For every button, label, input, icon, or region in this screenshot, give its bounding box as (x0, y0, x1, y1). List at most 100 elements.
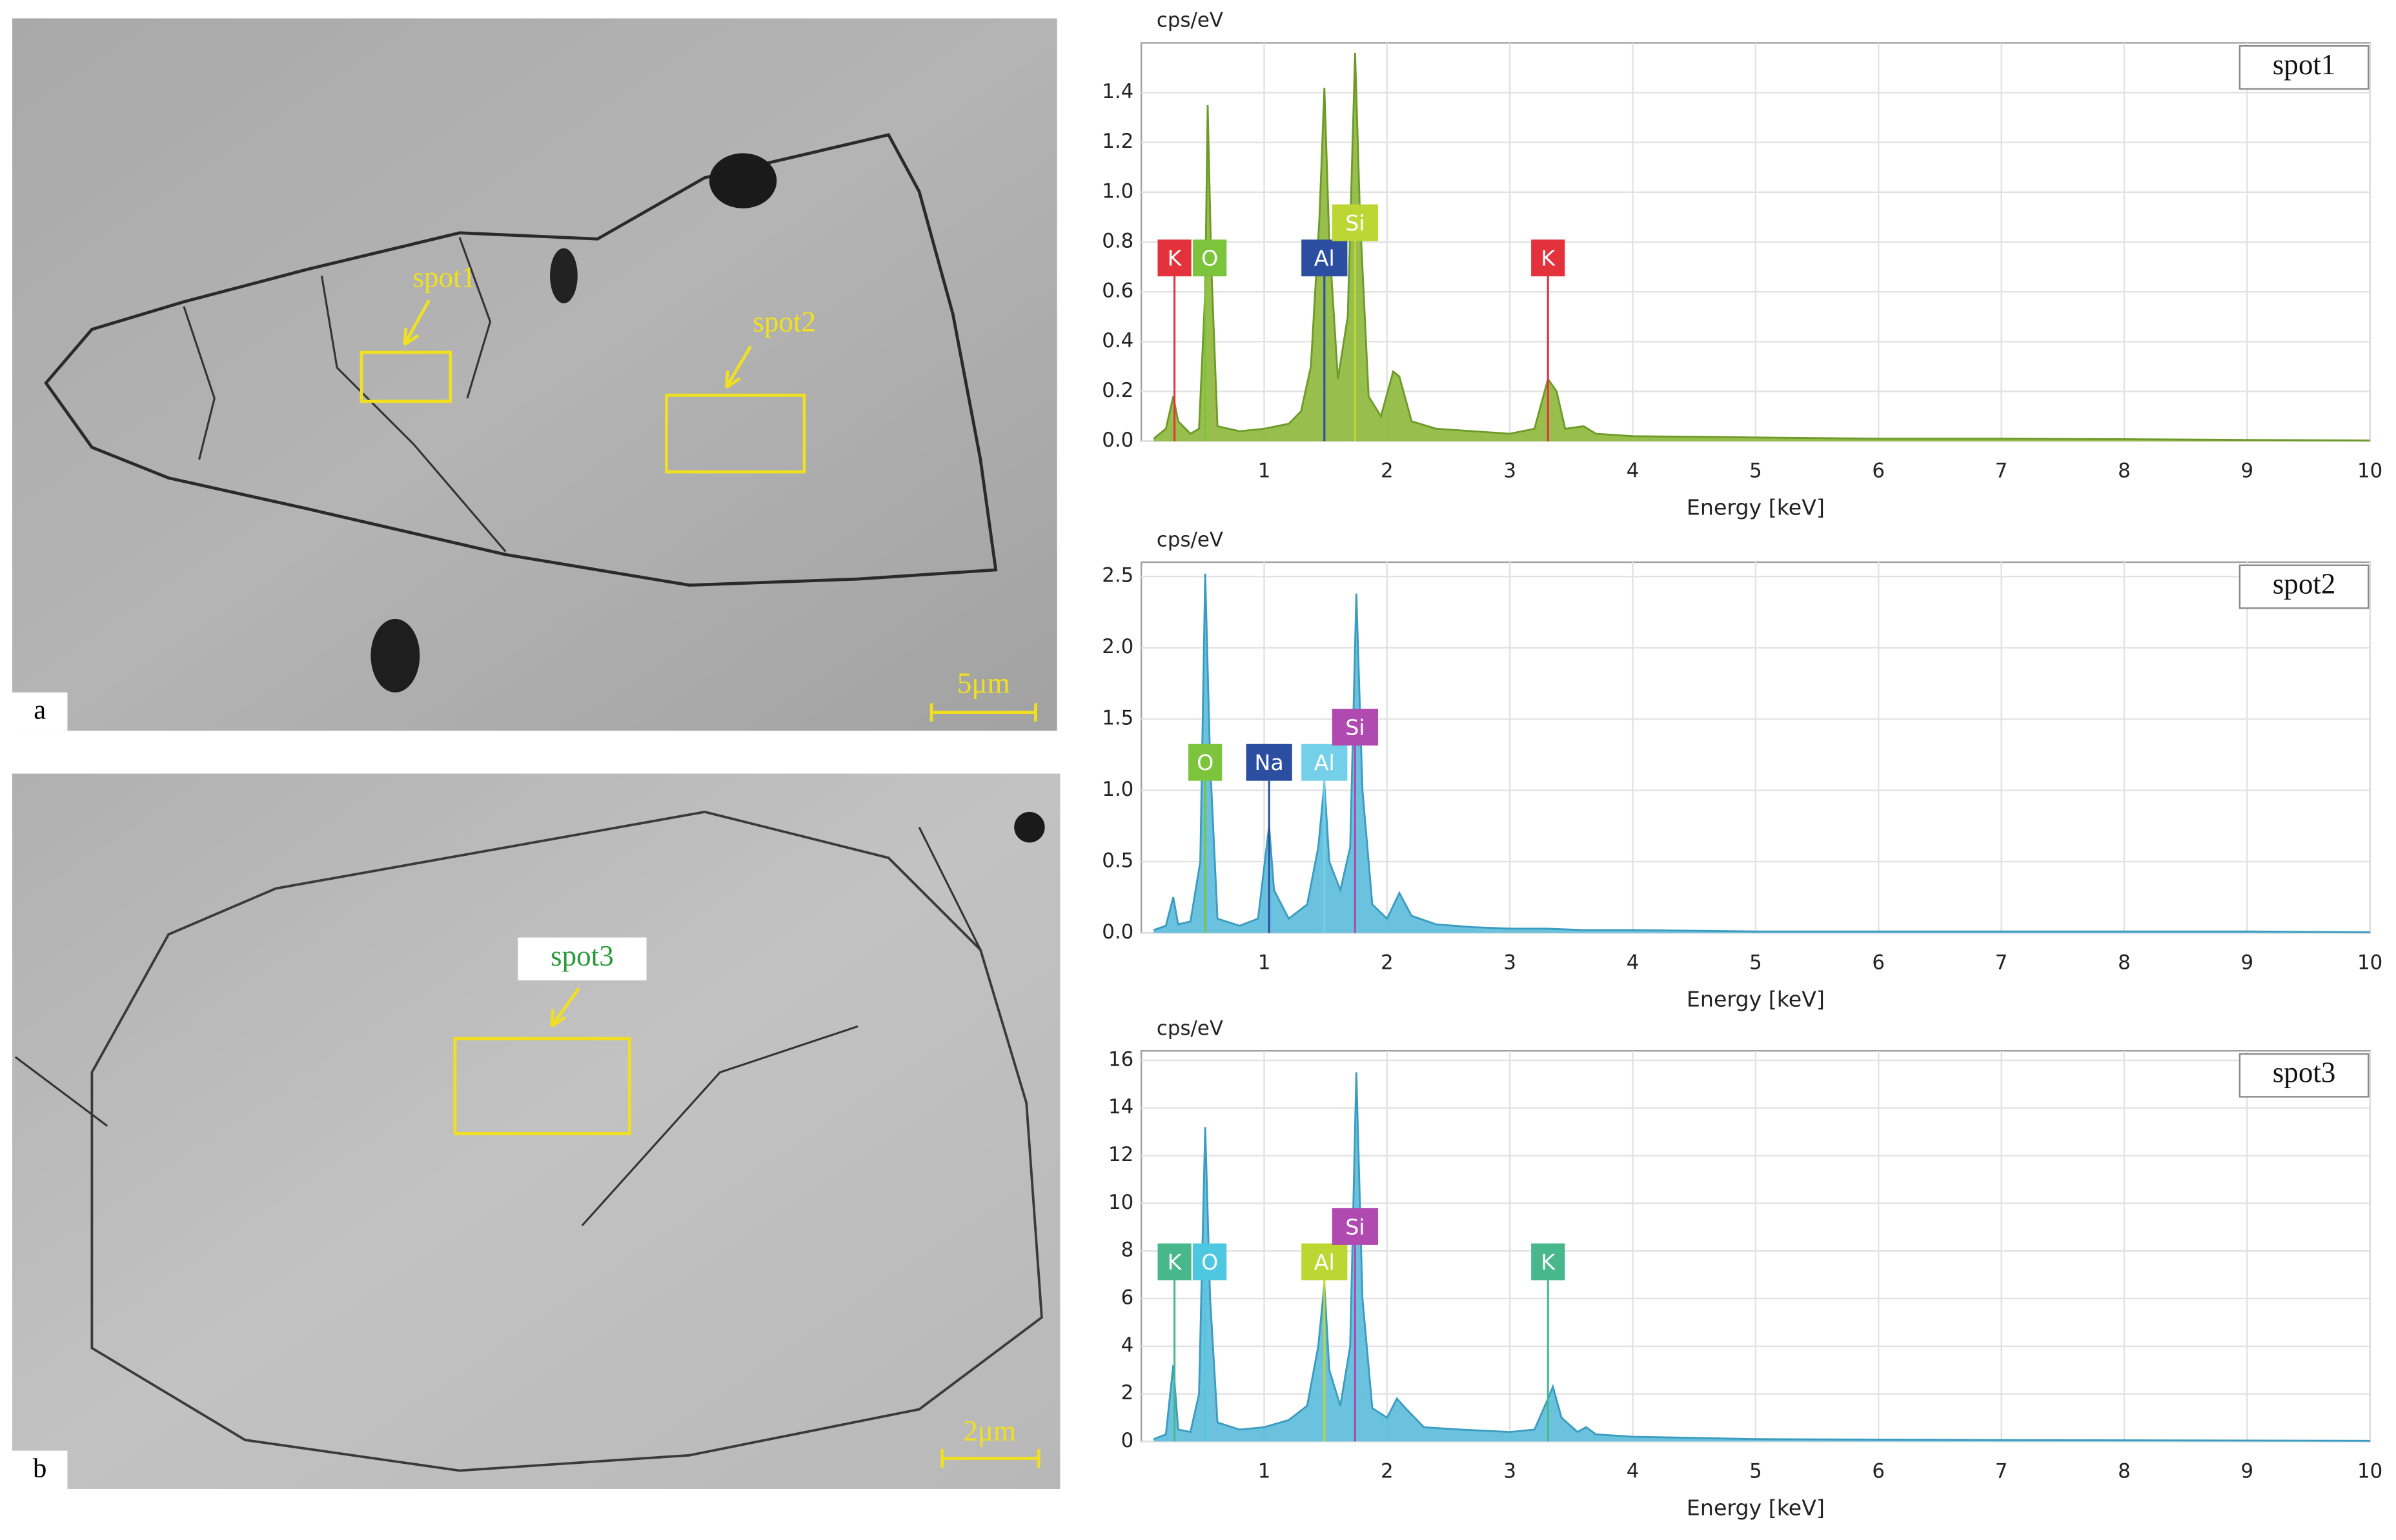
panel-label-box (12, 692, 68, 731)
x-tick-label: 6 (1872, 460, 1885, 483)
x-tick-label: 8 (2118, 460, 2131, 483)
panel-label: a (34, 694, 46, 725)
y-tick-label: 0 (1121, 1429, 1134, 1452)
peak-label-box (1332, 204, 1378, 241)
legend-label: spot2 (2273, 567, 2336, 600)
crack (183, 237, 507, 552)
y-tick-label: 1.5 (1102, 707, 1133, 730)
legend-box (2239, 1053, 2370, 1098)
x-tick-label: 6 (1872, 951, 1885, 974)
legend-box (2239, 564, 2370, 609)
x-tick-label: 6 (1872, 1459, 1885, 1483)
x-axis-label: Energy [keV] (1687, 494, 1825, 520)
y-tick-label: 1.0 (1102, 179, 1133, 203)
spot-box (360, 350, 452, 403)
x-tick-label: 4 (1627, 460, 1640, 483)
x-tick-label: 8 (2118, 1459, 2131, 1483)
x-tick-label: 5 (1749, 1459, 1762, 1483)
grain-boundary (44, 133, 998, 587)
peak-label-box (1301, 1243, 1348, 1281)
arrow (550, 987, 581, 1028)
peak-label: K (1541, 246, 1556, 271)
legend-label: spot3 (2273, 1056, 2336, 1088)
peak-label: O (1201, 246, 1218, 271)
x-tick-label: 8 (2118, 951, 2131, 974)
y-tick-label: 1.4 (1102, 80, 1133, 103)
x-tick-label: 3 (1503, 460, 1516, 483)
sem-image-b: spot3 2μm b (12, 773, 1061, 1489)
peak-label-box (1301, 239, 1348, 277)
x-tick-label: 3 (1503, 1459, 1516, 1483)
scale-bar-label: 5μm (957, 667, 1010, 700)
scale-bar (929, 703, 1037, 722)
y-tick-label: 16 (1108, 1048, 1133, 1071)
peak-label-box (1531, 1243, 1565, 1281)
peak-label-box (1188, 744, 1223, 781)
y-tick-label: 2.0 (1102, 635, 1133, 658)
y-tick-label: 0.0 (1102, 429, 1133, 452)
y-tick-label: 14 (1108, 1095, 1133, 1119)
y-tick-label: 12 (1108, 1143, 1133, 1166)
legend-box (2239, 45, 2370, 90)
x-tick-label: 7 (1995, 951, 2008, 974)
peak-label: Al (1314, 1250, 1335, 1275)
peak-label: O (1197, 750, 1213, 775)
peak-label: Si (1345, 714, 1365, 740)
peak-label: Na (1255, 750, 1284, 775)
y-tick-label: 6 (1121, 1286, 1134, 1309)
x-tick-label: 10 (2357, 460, 2382, 483)
peak-label: Si (1345, 210, 1365, 236)
peak-label: Al (1314, 750, 1335, 775)
x-tick-label: 1 (1258, 1459, 1271, 1483)
y-axis-label: cps/eV (1157, 9, 1223, 32)
spot-label: spot1 (412, 261, 476, 294)
spectrum-line (1153, 1072, 2370, 1442)
x-tick-label: 1 (1258, 951, 1271, 974)
x-tick-label: 9 (2240, 460, 2253, 483)
legend-label: spot1 (2273, 48, 2336, 81)
peak-label-box (1193, 239, 1227, 277)
pore (371, 618, 420, 693)
y-axis-label: cps/eV (1157, 528, 1223, 551)
x-tick-label: 7 (1995, 460, 2008, 483)
arrow (403, 299, 431, 346)
peak-label: K (1168, 246, 1183, 271)
peak-label-box (1332, 709, 1378, 746)
x-tick-label: 5 (1749, 460, 1762, 483)
sem-background (12, 773, 1061, 1489)
panel-label: b (33, 1453, 46, 1483)
x-tick-label: 9 (2240, 951, 2253, 974)
y-tick-label: 0.8 (1102, 230, 1133, 253)
spot-label: spot2 (753, 306, 816, 338)
x-tick-label: 2 (1381, 460, 1394, 483)
x-tick-label: 10 (2357, 1459, 2382, 1483)
x-tick-label: 1 (1258, 460, 1271, 483)
x-tick-label: 2 (1381, 951, 1394, 974)
grain-boundary (90, 810, 1043, 1472)
y-tick-label: 0.4 (1102, 329, 1133, 352)
x-tick-label: 3 (1503, 951, 1516, 974)
y-tick-label: 10 (1108, 1191, 1133, 1214)
y-tick-label: 0.5 (1102, 849, 1133, 872)
peak-label: Si (1345, 1214, 1365, 1239)
y-tick-label: 2 (1121, 1381, 1134, 1404)
x-tick-label: 4 (1627, 1459, 1640, 1483)
y-tick-label: 0.6 (1102, 279, 1133, 303)
pore (709, 153, 777, 208)
peak-label-box (1246, 744, 1292, 781)
arrow (724, 345, 753, 389)
peak-label: Al (1314, 246, 1335, 271)
x-tick-label: 7 (1995, 1459, 2008, 1483)
panel-label-box (12, 1450, 68, 1489)
spectrum-chart: 1 2 3 4 5 6 7 8 9 10 0.0 0.2 0.4 0.6 0.8 1.0 1.2 1.4 cps/e… (1102, 9, 2382, 520)
spot-box (453, 1037, 631, 1135)
sem-background (12, 18, 1057, 731)
y-axis-label: cps/eV (1157, 1017, 1223, 1040)
y-tick-label: 2.5 (1102, 564, 1133, 587)
spectrum-fill (1153, 573, 2370, 933)
peak-label-box (1157, 239, 1192, 277)
y-tick-label: 4 (1121, 1333, 1134, 1357)
peak-label-box (1193, 1243, 1227, 1281)
